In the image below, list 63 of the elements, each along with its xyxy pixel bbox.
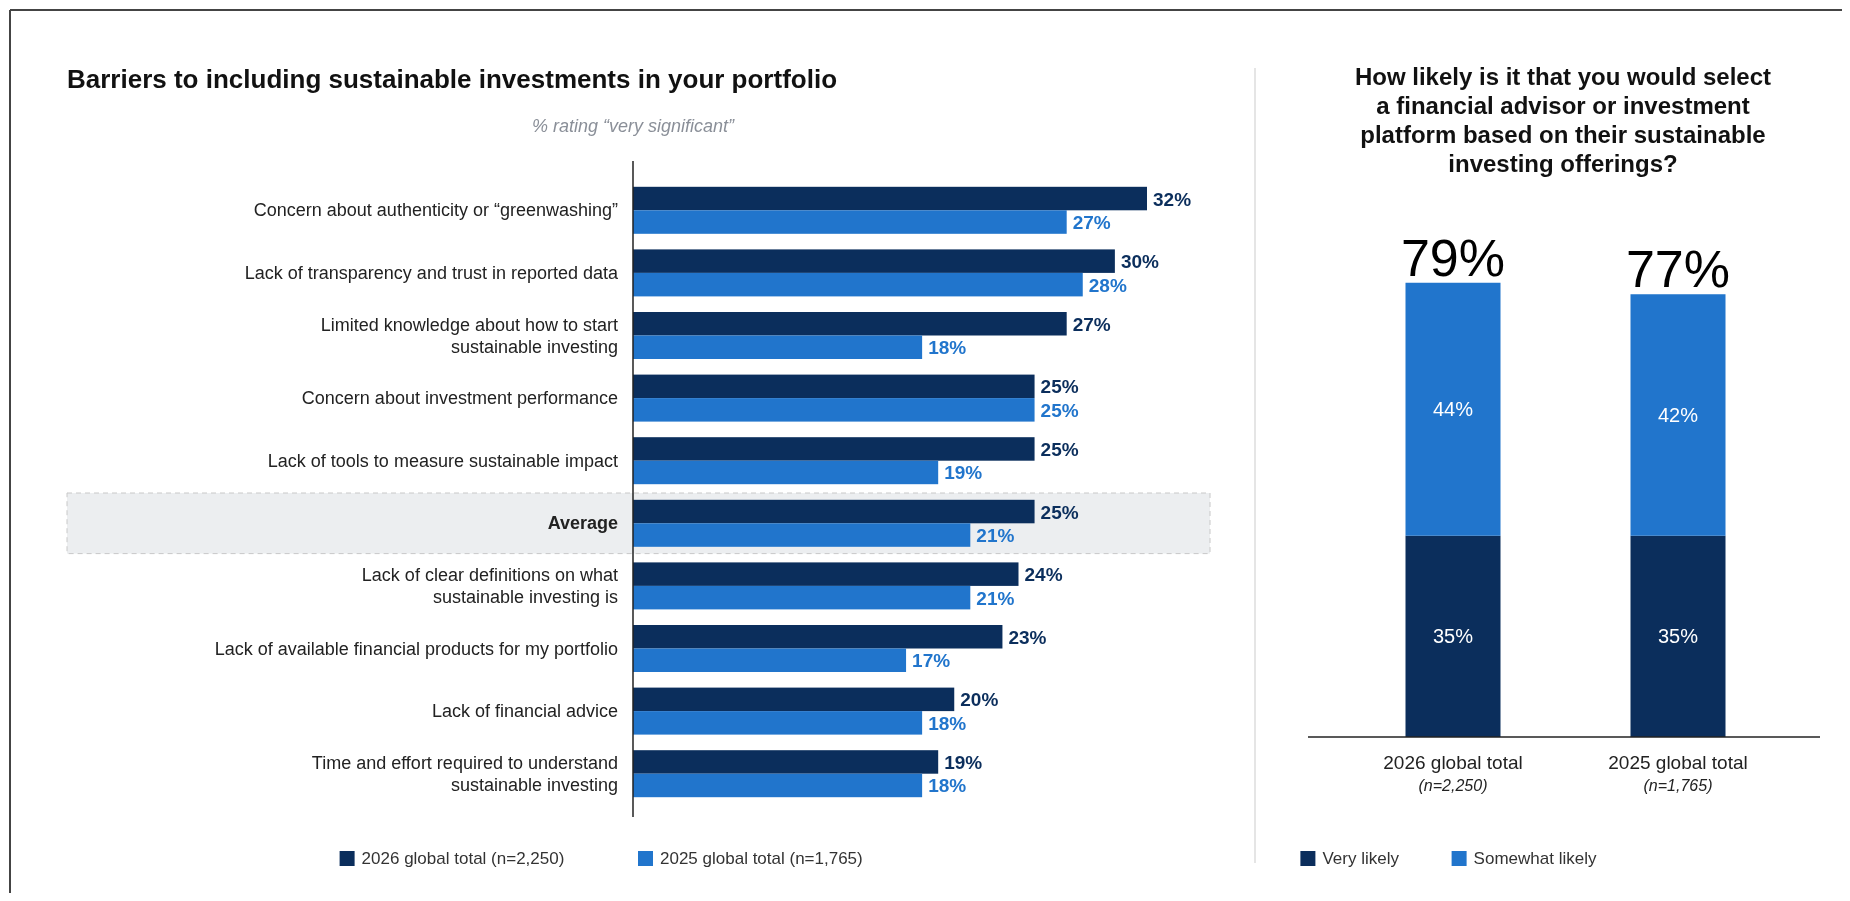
y-tick-label: Time and effort required to understand sustainable investing: [311, 752, 618, 795]
bar: [633, 335, 923, 359]
bar: [633, 625, 1003, 649]
bar: [633, 437, 1035, 461]
y-tick-label: Lack of financial advice: [431, 701, 618, 722]
data-label: 25%: [1040, 501, 1079, 523]
y-tick-label: Limited knowledge about how to start sustainable investing: [320, 314, 618, 357]
bar: [633, 249, 1115, 273]
data-label: 35%: [1657, 625, 1699, 648]
data-label: 21%: [976, 587, 1015, 609]
y-tick-label: Concern about authenticity or “greenwashing”: [253, 200, 618, 221]
chart-title: How likely is it that you would select a financial advisor or investment platform based on their sustainable investing offerings?: [1354, 63, 1772, 177]
data-label: 44%: [1432, 398, 1474, 421]
legend-label: Somewhat likely: [1473, 849, 1597, 868]
bar: [633, 773, 923, 798]
legend-label: 2025 global total (n=1,765): [660, 849, 863, 868]
bar: [633, 648, 907, 672]
bar: [633, 523, 971, 547]
data-label: 25%: [1040, 399, 1079, 421]
bar: [633, 312, 1067, 336]
data-label: 19%: [944, 462, 983, 484]
data-label: 20%: [960, 689, 999, 711]
bar: [633, 499, 1035, 524]
bar: [633, 210, 1067, 234]
y-tick-label: Lack of clear definitions on what sustainable investing is: [361, 564, 618, 607]
y-tick-label: Lack of transparency and trust in reported data: [244, 262, 619, 283]
data-label: 18%: [928, 775, 967, 797]
data-label: 27%: [1072, 212, 1111, 234]
data-label: 35%: [1432, 625, 1474, 648]
bar: [633, 687, 955, 712]
data-label: 30%: [1120, 251, 1160, 273]
data-label: 23%: [1008, 626, 1047, 648]
data-label: 32%: [1153, 188, 1192, 210]
data-label: 25%: [1040, 376, 1079, 398]
bar: [633, 711, 923, 735]
data-label: 21%: [976, 525, 1015, 547]
y-tick-label: Concern about investment performance: [301, 388, 618, 409]
data-label: 17%: [912, 650, 951, 672]
data-label: 42%: [1657, 404, 1699, 426]
data-label: 24%: [1024, 564, 1063, 586]
data-label: 28%: [1088, 274, 1127, 296]
legend-label: 2026 global total (n=2,250): [361, 849, 565, 868]
total-label: 79%: [1400, 228, 1506, 287]
y-tick-label: Average: [547, 513, 618, 534]
data-label: 18%: [928, 712, 967, 734]
data-label: 19%: [944, 751, 983, 773]
bar: [633, 374, 1035, 399]
y-tick-label: Lack of available financial products for my portfolio: [214, 638, 618, 659]
bar: [633, 398, 1035, 422]
bar: [633, 750, 939, 774]
chart-title: Barriers to including sustainable investments in your portfolio: [67, 64, 838, 94]
legend-label: Very likely: [1322, 849, 1400, 868]
bar: [633, 272, 1083, 297]
bar: [633, 585, 971, 610]
y-tick-label: Lack of tools to measure sustainable impact: [267, 450, 618, 471]
data-label: 27%: [1072, 313, 1111, 335]
chart-subtitle: % rating “very significant”: [531, 116, 736, 136]
data-label: 25%: [1040, 438, 1079, 460]
bar: [633, 460, 939, 485]
total-label: 77%: [1625, 240, 1731, 299]
bar: [633, 562, 1019, 586]
data-label: 18%: [928, 337, 967, 359]
bar: [633, 186, 1147, 211]
